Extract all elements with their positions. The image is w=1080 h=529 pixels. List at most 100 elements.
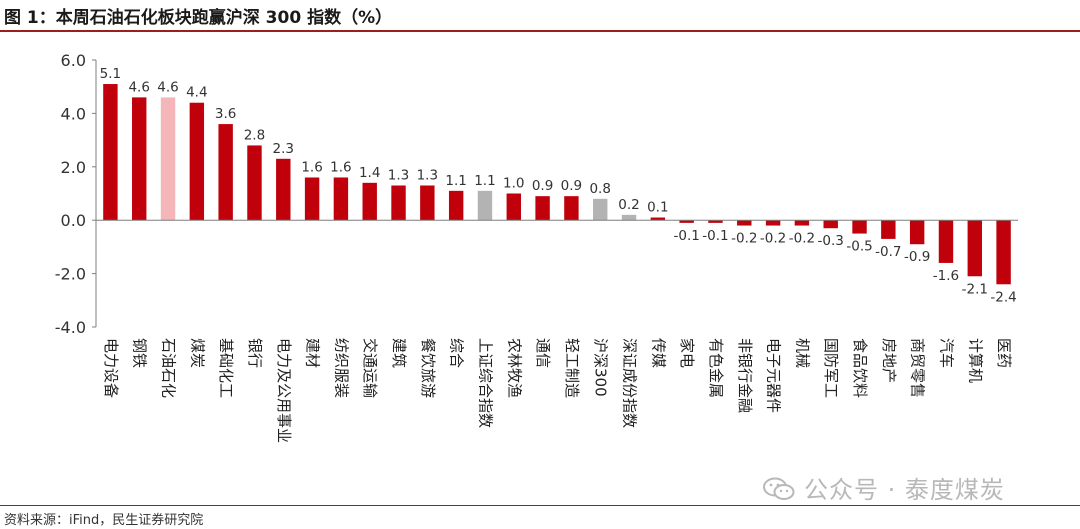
value-label: -0.1 <box>702 228 728 244</box>
value-label: 1.3 <box>417 167 438 183</box>
bar <box>535 196 550 221</box>
bar <box>621 214 637 221</box>
category-label: 电子元器件 <box>765 338 783 413</box>
category-label: 家电 <box>678 338 696 368</box>
y-tick-label: -4.0 <box>55 318 86 337</box>
y-tick-label: -2.0 <box>55 265 86 284</box>
bar <box>881 220 896 239</box>
value-label: 4.4 <box>186 85 207 101</box>
category-label: 非银行金融 <box>736 338 754 413</box>
value-label: 1.6 <box>330 159 351 175</box>
bar <box>362 182 377 221</box>
bar <box>276 158 291 221</box>
bar <box>737 220 752 226</box>
bar <box>794 220 810 226</box>
category-label: 医药 <box>995 338 1013 368</box>
bar <box>938 220 954 263</box>
y-tick-label: 6.0 <box>61 51 86 70</box>
value-label: 0.2 <box>618 197 639 213</box>
category-label: 通信 <box>534 338 552 368</box>
value-label: -0.1 <box>673 228 699 244</box>
y-tick-label: 4.0 <box>61 104 86 123</box>
category-label: 轻工制造 <box>563 338 581 398</box>
category-label: 电力及公用事业 <box>275 338 293 443</box>
value-label: -0.9 <box>904 249 930 265</box>
bar <box>823 220 838 229</box>
wechat-icon <box>763 477 795 500</box>
category-label: 有色金属 <box>707 338 725 398</box>
category-label: 钢铁 <box>131 338 149 368</box>
category-label: 电力设备 <box>102 338 120 398</box>
value-label: -0.5 <box>846 239 872 255</box>
title-bar: 图 1：本周石油石化板块跑赢沪深 300 指数（%） <box>0 0 1080 30</box>
bar <box>593 198 608 221</box>
bar <box>304 177 320 221</box>
bar-chart: 6.0 4.0 2.0 0.0 -2.0 -4.0 5.1 4.6 4.6 4.4 3.6 2.8 2.… <box>55 51 1018 443</box>
bar <box>909 220 925 245</box>
value-label: 1.1 <box>445 173 466 189</box>
bar <box>506 193 521 221</box>
category-label: 国防军工 <box>822 338 840 398</box>
bar <box>391 185 406 221</box>
bar <box>967 220 982 277</box>
footer-rule <box>0 505 1080 506</box>
value-label: -2.1 <box>962 281 988 297</box>
bar <box>189 102 205 221</box>
category-label: 农林牧渔 <box>505 338 523 398</box>
value-label: 1.0 <box>503 176 524 192</box>
value-label: 1.3 <box>388 167 409 183</box>
category-label: 沪深300 <box>592 338 610 397</box>
category-label: 房地产 <box>880 338 898 383</box>
category-label: 综合 <box>448 338 466 368</box>
value-label: 1.4 <box>359 165 380 181</box>
category-label: 建筑 <box>390 338 408 368</box>
bar <box>564 196 579 221</box>
value-label: -0.7 <box>875 244 901 260</box>
value-label: -2.4 <box>990 289 1016 305</box>
category-label: 餐饮旅游 <box>419 338 437 398</box>
category-label: 计算机 <box>966 338 984 383</box>
watermark-text: 公众号 · 泰度煤炭 <box>804 476 1005 504</box>
category-label: 煤炭 <box>188 338 206 368</box>
category-label: 商贸零售 <box>909 338 927 398</box>
bar <box>448 190 464 221</box>
category-label: 基础化工 <box>217 338 235 398</box>
value-label: -0.2 <box>760 231 786 247</box>
value-label: 4.6 <box>128 79 149 95</box>
value-label: -0.2 <box>731 231 757 247</box>
value-label: 0.9 <box>532 178 553 194</box>
category-label: 交通运输 <box>361 338 379 398</box>
bar <box>132 97 147 221</box>
category-label: 石油石化 <box>160 338 178 398</box>
category-label: 汽车 <box>937 338 955 368</box>
value-label: 1.1 <box>474 173 495 189</box>
bar <box>218 124 233 221</box>
value-label: 0.8 <box>589 181 610 197</box>
category-label: 建材 <box>304 338 322 368</box>
value-label: 1.6 <box>301 159 322 175</box>
bar <box>996 220 1011 285</box>
watermark: 公众号 · 泰度煤炭 <box>762 470 1005 505</box>
source-note: 资料来源：iFind，民生证券研究院 <box>4 513 204 528</box>
value-label: 0.9 <box>561 178 582 194</box>
value-label: 5.1 <box>100 66 121 82</box>
y-tick-label: 0.0 <box>61 211 86 230</box>
bar <box>852 220 867 234</box>
category-label: 传媒 <box>649 338 667 368</box>
y-tick-label: 2.0 <box>61 158 86 177</box>
category-label: 纺织服装 <box>332 338 350 398</box>
bar <box>708 220 723 223</box>
value-label: -0.3 <box>818 233 844 249</box>
value-label: 2.3 <box>273 141 294 157</box>
value-label: -1.6 <box>933 268 959 284</box>
value-label: 2.8 <box>244 127 265 143</box>
bar <box>247 145 262 221</box>
bar <box>765 220 781 226</box>
bar <box>679 220 694 223</box>
category-label: 深证成份指数 <box>621 338 639 428</box>
bar <box>160 97 176 221</box>
value-label: 3.6 <box>215 106 236 122</box>
category-label: 食品饮料 <box>851 338 869 398</box>
category-label: 上证综合指数 <box>476 338 494 428</box>
category-label: 机械 <box>793 338 811 368</box>
